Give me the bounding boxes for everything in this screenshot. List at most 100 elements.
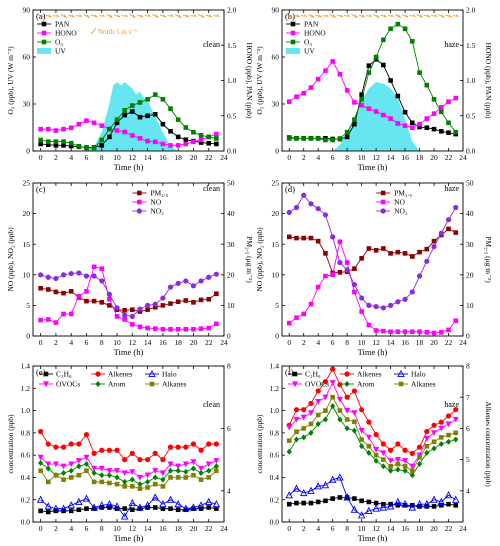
x-tick-label: 8 bbox=[100, 153, 104, 162]
data-point bbox=[91, 465, 98, 472]
data-point bbox=[438, 441, 444, 447]
legend-marker bbox=[290, 30, 296, 36]
data-point bbox=[52, 504, 60, 512]
data-point bbox=[315, 388, 321, 394]
data-point bbox=[122, 317, 127, 322]
data-point bbox=[395, 329, 401, 335]
data-point bbox=[359, 443, 365, 450]
x-tick-label: 24 bbox=[459, 338, 467, 347]
x-tick-label: 20 bbox=[190, 524, 198, 533]
x-tick-label: 16 bbox=[159, 524, 167, 533]
data-point bbox=[137, 306, 143, 312]
data-point bbox=[300, 414, 307, 421]
y-tick-label-left: 30 bbox=[272, 100, 280, 109]
data-point bbox=[402, 109, 408, 115]
wind-arrow-icon bbox=[106, 14, 113, 18]
data-point bbox=[286, 234, 292, 240]
data-point bbox=[337, 270, 343, 275]
data-point bbox=[68, 467, 74, 474]
condition-label: haze bbox=[444, 40, 459, 49]
data-point bbox=[417, 124, 422, 130]
data-point bbox=[388, 78, 393, 83]
wind-arrow-icon bbox=[286, 14, 293, 18]
y-tick-label-left: 5 bbox=[275, 301, 279, 310]
data-point bbox=[366, 443, 372, 449]
data-point bbox=[175, 326, 181, 332]
data-point bbox=[83, 461, 90, 468]
data-point bbox=[344, 267, 350, 273]
data-point bbox=[91, 120, 97, 126]
data-point bbox=[76, 293, 82, 299]
data-point bbox=[83, 454, 90, 461]
data-point bbox=[175, 280, 181, 286]
data-point bbox=[431, 422, 437, 428]
data-point bbox=[417, 329, 422, 335]
y-axis-label-right: PM₂.₅ (μg m⁻³) bbox=[245, 236, 254, 283]
y-tick-label-left: 0.4 bbox=[270, 473, 280, 482]
data-point bbox=[301, 136, 307, 141]
y-tick-label-left: 25 bbox=[272, 179, 280, 188]
data-point bbox=[204, 497, 213, 505]
x-tick-label: 0 bbox=[287, 338, 291, 347]
x-tick-label: 14 bbox=[144, 153, 152, 162]
data-point bbox=[61, 311, 66, 317]
x-axis-label: Time (h) bbox=[114, 162, 144, 172]
data-point bbox=[395, 502, 401, 508]
wind-arrow-icon bbox=[113, 14, 121, 18]
data-point bbox=[106, 291, 112, 297]
data-point bbox=[395, 121, 401, 126]
data-point bbox=[183, 444, 189, 450]
x-tick-label: 14 bbox=[387, 153, 395, 162]
data-point bbox=[183, 507, 189, 513]
data-point bbox=[365, 434, 372, 441]
x-tick-label: 22 bbox=[445, 338, 453, 347]
data-point bbox=[45, 465, 51, 472]
wind-arrow-icon bbox=[213, 14, 220, 17]
data-point bbox=[308, 301, 314, 307]
wind-arrow-icon bbox=[409, 14, 416, 17]
wind-arrow-icon bbox=[293, 14, 300, 18]
data-point bbox=[352, 419, 357, 425]
panel-label: (e) bbox=[36, 367, 46, 377]
data-point bbox=[38, 508, 43, 514]
data-point bbox=[337, 408, 343, 413]
data-point bbox=[137, 486, 143, 491]
data-point bbox=[122, 457, 128, 463]
y-tick-label-right: 6 bbox=[227, 424, 231, 433]
x-tick-label: 2 bbox=[302, 524, 306, 533]
data-point bbox=[344, 129, 350, 135]
data-point bbox=[44, 502, 53, 510]
data-point bbox=[213, 271, 219, 277]
wind-arrow-icon bbox=[52, 14, 60, 17]
plot-frame bbox=[32, 182, 225, 337]
legend-marker bbox=[43, 371, 49, 377]
data-point bbox=[388, 26, 393, 32]
data-point bbox=[409, 289, 415, 295]
data-point bbox=[168, 326, 173, 332]
data-point bbox=[386, 502, 395, 510]
legend-marker bbox=[397, 369, 405, 378]
uv-area-a bbox=[86, 82, 179, 151]
data-point bbox=[315, 136, 321, 141]
data-point bbox=[330, 366, 336, 372]
data-point bbox=[53, 320, 59, 325]
y-tick-label-left: 0 bbox=[275, 332, 279, 341]
data-point bbox=[107, 505, 112, 510]
x-axis-label: Time (h) bbox=[358, 347, 388, 357]
data-point bbox=[168, 143, 173, 148]
data-point bbox=[114, 305, 120, 311]
y-tick-label-left: 0 bbox=[26, 147, 30, 156]
data-point bbox=[453, 436, 459, 443]
y-tick-label-right: 1.0 bbox=[227, 76, 237, 85]
data-point bbox=[373, 304, 379, 310]
data-point bbox=[330, 234, 336, 240]
condition-label: clean bbox=[203, 400, 220, 409]
data-point bbox=[402, 329, 408, 335]
data-point bbox=[315, 499, 321, 505]
data-point bbox=[437, 497, 446, 505]
data-point bbox=[130, 322, 135, 327]
legend-label: Halo bbox=[162, 370, 177, 379]
series-line-f-3 bbox=[288, 381, 456, 467]
data-point bbox=[380, 305, 386, 311]
